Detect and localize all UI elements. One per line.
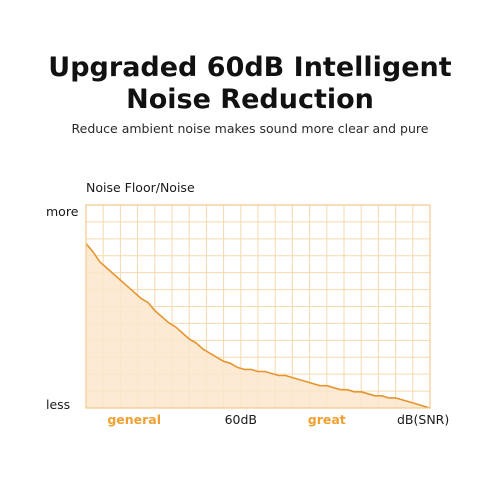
noise-area-fill (86, 243, 430, 408)
y-tick-more: more (46, 204, 79, 219)
x-tick-labels: general 60dB great dB(SNR) (107, 412, 449, 427)
x-tick-label-3: dB(SNR) (397, 412, 449, 427)
noise-curve-line (85, 243, 431, 409)
page-subtitle: Reduce ambient noise makes sound more cl… (71, 121, 429, 136)
x-tick-label-2: great (308, 412, 346, 427)
y-axis-label: Noise Floor/Noise (86, 180, 195, 195)
title-line-2: Noise Reduction (126, 84, 374, 115)
plot-frame (85, 204, 431, 409)
x-tick-label-1: 60dB (225, 412, 257, 427)
x-tick-label-0: general (107, 412, 161, 427)
y-tick-less: less (46, 397, 70, 412)
page-title: Upgraded 60dB Intelligent Noise Reductio… (0, 52, 500, 116)
title-line-1: Upgraded 60dB Intelligent (48, 52, 452, 83)
